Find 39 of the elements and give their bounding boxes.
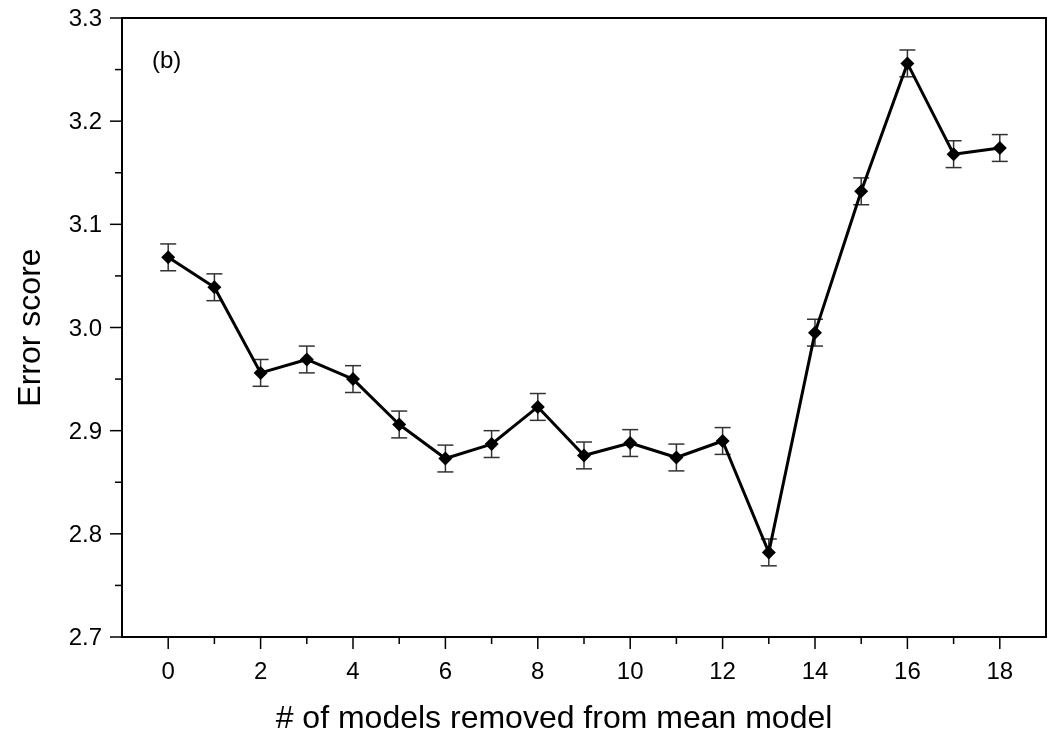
point bbox=[346, 372, 360, 387]
y-tick-label: 2.7 bbox=[68, 623, 102, 650]
point bbox=[161, 250, 176, 265]
point bbox=[808, 325, 822, 340]
point bbox=[669, 450, 684, 465]
x-tick-label: 4 bbox=[346, 657, 360, 684]
x-tick-label: 2 bbox=[253, 657, 268, 684]
x-tick-label: 14 bbox=[801, 657, 829, 684]
point bbox=[392, 417, 407, 432]
point bbox=[946, 147, 961, 162]
x-tick-label: 12 bbox=[709, 657, 736, 684]
point bbox=[530, 399, 545, 414]
point bbox=[900, 56, 915, 71]
point bbox=[484, 437, 499, 452]
point bbox=[253, 365, 268, 380]
point bbox=[992, 140, 1007, 155]
y-axis-title: Error score bbox=[11, 248, 47, 407]
y-tick-label: 3.3 bbox=[68, 4, 102, 31]
point bbox=[854, 184, 869, 199]
x-axis-title: # of models removed from mean model bbox=[275, 699, 833, 735]
y-tick-label: 3.2 bbox=[68, 107, 102, 135]
point bbox=[623, 436, 638, 451]
y-tick-label: 3.0 bbox=[68, 313, 102, 341]
x-tick-label: 18 bbox=[986, 657, 1014, 684]
point bbox=[207, 280, 222, 295]
x-tick-label: 0 bbox=[161, 657, 175, 684]
x-tick-label: 8 bbox=[531, 657, 545, 684]
annotation: (b) bbox=[152, 46, 182, 73]
x-tick-label: 16 bbox=[894, 657, 921, 684]
y-tick-label: 2.8 bbox=[68, 519, 102, 547]
y-tick-label: 2.9 bbox=[68, 416, 102, 444]
point bbox=[577, 448, 591, 463]
point bbox=[438, 451, 453, 466]
point bbox=[715, 433, 730, 448]
x-tick-label: 6 bbox=[438, 657, 453, 684]
y-tick-label: 3.1 bbox=[68, 210, 102, 238]
point bbox=[299, 352, 314, 367]
point bbox=[761, 545, 776, 560]
x-tick-label: 10 bbox=[616, 657, 644, 684]
